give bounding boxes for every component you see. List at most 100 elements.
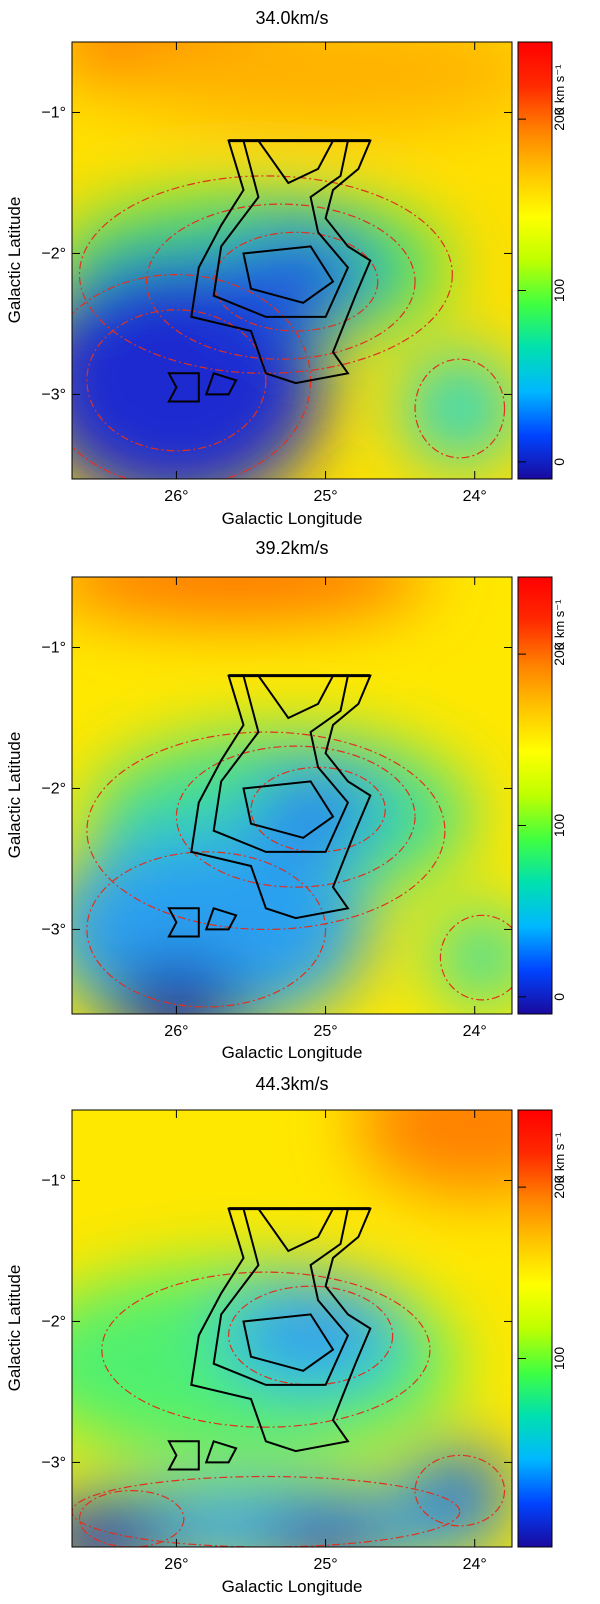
panel-3-black-contour-0 bbox=[190, 1207, 372, 1453]
panel-3-red-contour-0 bbox=[228, 1285, 394, 1386]
panel-1-colorbar-label: K km s⁻¹ bbox=[552, 64, 567, 116]
panel-3-blob-3 bbox=[72, 1483, 505, 1547]
panel-2-title: 39.2km/s bbox=[255, 538, 328, 558]
panel-3-black-contour-1 bbox=[212, 1207, 350, 1386]
panel-1-cb-tick-label-1: 100 bbox=[551, 279, 567, 303]
panel-2-red-contour-1 bbox=[175, 745, 416, 888]
panel-3-black-contour-5 bbox=[204, 1440, 238, 1464]
panel-3-blob-4 bbox=[72, 1504, 177, 1547]
panel-1-xtick-label-0: 26° bbox=[164, 488, 188, 505]
panel-3-frame bbox=[71, 1109, 513, 1548]
panel-3-xtick-label-0: 26° bbox=[164, 1556, 188, 1573]
panel-1-red-contour-3 bbox=[86, 309, 267, 452]
panel-3-title: 44.3km/s bbox=[255, 1074, 328, 1094]
panel-2-black-contour-0 bbox=[190, 674, 372, 920]
panel-3-ylabel: Galactic Latitude bbox=[5, 1265, 24, 1392]
panel-2-colorbar-bar bbox=[517, 576, 553, 1015]
panel-3-blob-6 bbox=[407, 1448, 512, 1533]
panel-2-blobs bbox=[72, 577, 512, 1014]
panel-2-xtick-label-2: 24° bbox=[463, 1023, 487, 1040]
panel-2-ytick-label-2: −3° bbox=[41, 921, 66, 938]
panel-1-red-contour-0 bbox=[213, 231, 379, 332]
panel-2-cb-tick-label-1: 100 bbox=[551, 814, 567, 838]
panel-2-xticks: 26° 25° 24° bbox=[164, 577, 487, 1040]
panel-3-map bbox=[72, 1110, 512, 1547]
panel-1-title: 34.0km/s bbox=[255, 8, 328, 28]
panel-2-black-contour-4 bbox=[167, 907, 200, 938]
panel-1-black-contour-4 bbox=[167, 372, 200, 403]
panel-1-blob-4 bbox=[213, 225, 378, 324]
panel-3-red-contour-3 bbox=[414, 1454, 506, 1527]
panel-2-colorbar-label: K km s⁻¹ bbox=[552, 599, 567, 651]
panel-3-blobs bbox=[72, 1110, 512, 1547]
panel-2-xlabel: Galactic Longitude bbox=[222, 1043, 363, 1062]
panel-2-map bbox=[72, 577, 512, 1014]
panel-1-map bbox=[72, 42, 512, 479]
panel-3-colorbar-label: K km s⁻¹ bbox=[552, 1132, 567, 1184]
panel-2-blob-2 bbox=[72, 830, 371, 1014]
panel-2-blob-5 bbox=[429, 908, 512, 1007]
panel-2-yticks: −1° −2° −3° bbox=[41, 639, 512, 938]
panel-3-ytick-label-2: −3° bbox=[41, 1454, 66, 1471]
panel-1-ylabel: Galactic Latitude bbox=[5, 197, 24, 324]
panel-3-black-contour-4 bbox=[167, 1440, 200, 1471]
panel-2-black-contour-3 bbox=[242, 780, 335, 839]
panel-1-cb-tick-label-0: 0 bbox=[551, 458, 567, 466]
panel-2-ytick-label-1: −2° bbox=[41, 780, 66, 797]
panel-2-cb-tick-label-0: 0 bbox=[551, 993, 567, 1001]
panel-3-black-contour-3 bbox=[242, 1313, 335, 1372]
panel-2-red-contour-2 bbox=[86, 731, 446, 931]
panel-3-blob-5 bbox=[265, 1511, 386, 1547]
panel-1-black-contours bbox=[167, 139, 372, 403]
panel-1-frame bbox=[71, 41, 513, 480]
panel-1-blob-5 bbox=[400, 352, 512, 465]
panel-1-ytick-label-2: −3° bbox=[41, 386, 66, 403]
panel-2-cb-tick-label-2: 200 bbox=[551, 642, 567, 666]
panel-1-cb-tick-label-2: 200 bbox=[551, 107, 567, 131]
panel-1-red-contour-1 bbox=[145, 203, 416, 360]
panel-1-black-contour-5 bbox=[204, 372, 238, 396]
panel-1-yticks: −1° −2° −3° bbox=[41, 104, 512, 403]
panel-2-black-contours bbox=[167, 674, 372, 938]
panel-1-xtick-label-2: 24° bbox=[463, 488, 487, 505]
panel-3-yticks: −1° −2° −3° bbox=[41, 1172, 512, 1471]
panel-3-xtick-label-2: 24° bbox=[463, 1556, 487, 1573]
panel-2-blob-4 bbox=[250, 767, 386, 852]
panel-3-xticks: 26° 25° 24° bbox=[164, 1110, 487, 1573]
panel-3-red-contour-1 bbox=[101, 1271, 431, 1428]
panel-2-black-contour-5 bbox=[204, 907, 238, 931]
panel-1-black-contour-3 bbox=[242, 245, 335, 304]
panel-3-ytick-label-0: −1° bbox=[41, 1172, 66, 1189]
panel-3-xtick-label-1: 25° bbox=[313, 1556, 337, 1573]
panel-1-ytick-label-1: −2° bbox=[41, 245, 66, 262]
panel-1-blobs bbox=[72, 42, 512, 479]
panel-3: 44.3km/s 26° 25° 24° −1° −2° −3° Galactic Lo… bbox=[5, 1074, 567, 1596]
panel-2-xtick-label-0: 26° bbox=[164, 1023, 188, 1040]
panel-1-xticks: 26° 25° 24° bbox=[164, 42, 487, 505]
panel-3-blob-2 bbox=[221, 1279, 401, 1392]
panel-2-ytick-label-0: −1° bbox=[41, 639, 66, 656]
panel-2-red-contour-4 bbox=[439, 914, 512, 1001]
panel-3-black-contours bbox=[167, 1207, 372, 1471]
panel-2-black-contour-1 bbox=[212, 674, 350, 853]
panel-2-frame bbox=[71, 576, 513, 1015]
panel-3-ytick-label-1: −2° bbox=[41, 1313, 66, 1330]
panel-3-colorbar-bar bbox=[517, 1109, 553, 1548]
panel-1-black-contour-0 bbox=[190, 139, 372, 385]
panel-1-xlabel: Galactic Longitude bbox=[222, 509, 363, 528]
panel-2-red-contour-3 bbox=[86, 851, 327, 1008]
panel-1-colorbar-bar bbox=[517, 41, 553, 480]
panel-2: 39.2km/s 26° 25° 24° −1° −2° −3° Galactic Lo… bbox=[5, 538, 567, 1062]
panel-1-ytick-label-0: −1° bbox=[41, 104, 66, 121]
panel-2-blob-3 bbox=[109, 964, 244, 1014]
panel-1-black-contour-1 bbox=[212, 139, 350, 318]
panel-2-ylabel: Galactic Latitude bbox=[5, 732, 24, 859]
panel-3-blob-0 bbox=[355, 1110, 512, 1195]
panel-2-blob-0 bbox=[72, 577, 430, 620]
panel-3-xlabel: Galactic Longitude bbox=[222, 1577, 363, 1596]
panel-1-blob-1 bbox=[101, 42, 512, 127]
